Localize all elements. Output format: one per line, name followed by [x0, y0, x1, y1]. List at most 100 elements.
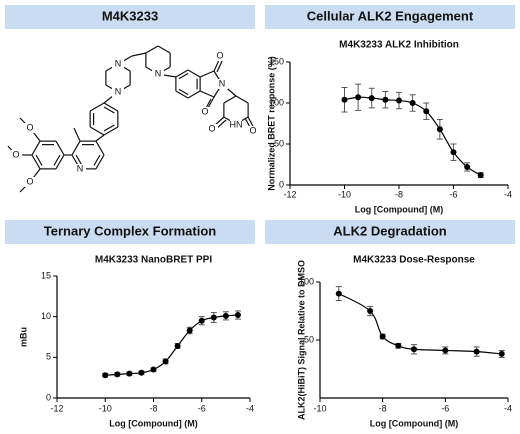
header-box — [5, 5, 255, 29]
atom-label: N — [115, 58, 122, 68]
bond — [103, 124, 115, 132]
y-tick-label: 10 — [41, 311, 51, 321]
bond — [199, 70, 215, 78]
atom-label: O — [208, 123, 215, 133]
x-tick-label: -10 — [338, 189, 351, 199]
bond — [103, 106, 115, 114]
y-tick-label: 50 — [274, 138, 284, 148]
atom-label: O — [12, 149, 19, 159]
y-axis-label: mBu — [18, 327, 28, 347]
fit-line — [105, 314, 238, 376]
y-axis-label: Normalized BRET response (%) — [266, 56, 276, 191]
bond — [223, 95, 237, 104]
atom-label: O — [249, 125, 256, 135]
data-point — [368, 95, 375, 102]
y-axis-label: ALK2(HiBiT) Signal Relative to DMSO — [296, 260, 306, 420]
x-tick-label: -12 — [50, 403, 63, 413]
data-point — [395, 342, 402, 349]
atom-bg — [216, 79, 228, 89]
data-point — [162, 358, 169, 365]
atom-label: HN — [230, 119, 243, 129]
chart-title: M4K3233 ALK2 Inhibition — [339, 40, 459, 51]
data-point — [367, 308, 374, 314]
bond — [53, 154, 61, 166]
header-box — [265, 220, 515, 244]
data-point — [396, 97, 402, 104]
data-point — [355, 94, 362, 101]
atom-bg — [112, 87, 124, 97]
data-point — [473, 348, 480, 355]
atom-bg — [24, 177, 36, 187]
bond — [199, 90, 215, 98]
x-axis-label: Log [Compound] (M) — [370, 418, 458, 428]
atom-label: O — [201, 106, 208, 116]
atom-bg — [24, 123, 36, 133]
data-point — [210, 314, 217, 321]
x-tick-label: -8 — [379, 403, 387, 413]
x-tick-label: -6 — [198, 403, 206, 413]
bond — [35, 154, 43, 166]
x-tick-label: -8 — [395, 189, 403, 199]
data-point — [222, 312, 229, 319]
x-tick-label: -6 — [441, 403, 449, 413]
bond — [145, 45, 159, 54]
data-point — [409, 100, 416, 106]
data-point — [423, 108, 430, 115]
bond — [157, 45, 171, 54]
data-point — [102, 372, 109, 379]
data-point — [464, 163, 471, 170]
bond — [95, 154, 105, 170]
bond — [178, 72, 189, 80]
bond — [95, 134, 105, 142]
atom-bg — [206, 124, 218, 134]
data-point — [382, 96, 389, 103]
y-tick-label: 0 — [279, 179, 284, 189]
bond — [216, 58, 224, 73]
bond — [235, 95, 249, 104]
data-point — [198, 317, 205, 324]
chart-header: ALK2 Degradation — [333, 223, 446, 238]
bond — [89, 102, 105, 112]
data-point — [335, 290, 342, 297]
chart-title: M4K3233 Dose-Response — [353, 255, 475, 266]
data-point — [442, 347, 449, 354]
fit-line — [338, 293, 502, 355]
chart: Cellular ALK2 Engagement M4K3233 ALK2 Inh… — [265, 5, 515, 214]
bond — [178, 88, 189, 96]
atom-label: O — [26, 176, 33, 186]
data-point — [477, 172, 484, 179]
x-axis-label: Log [Compound] (M) — [109, 418, 197, 428]
bond — [93, 154, 101, 166]
atom-bg — [247, 126, 259, 136]
data-point — [411, 346, 417, 353]
atom-label: O — [216, 50, 223, 60]
bond — [75, 154, 83, 166]
x-tick-label: -4 — [504, 189, 512, 199]
data-point — [174, 342, 181, 349]
atom-label: N — [155, 68, 162, 78]
bond — [55, 140, 65, 156]
data-point — [126, 370, 133, 377]
bond — [187, 90, 201, 99]
data-point — [379, 333, 386, 340]
x-tick-label: -6 — [449, 189, 457, 199]
y-tick-label: 0 — [46, 392, 51, 402]
chart: Ternary Complex Formation M4K3233 NanoBRE… — [5, 220, 255, 428]
header-box — [265, 5, 515, 29]
bond — [55, 154, 65, 170]
atom-bg — [214, 51, 226, 61]
bond — [89, 126, 105, 136]
x-tick-label: -10 — [99, 403, 112, 413]
chart: ALK2 Degradation M4K3233 Dose-Response 50 1… — [265, 220, 515, 428]
chart-header: Ternary Complex Formation — [44, 223, 216, 238]
y-tick-label: 150 — [269, 56, 284, 66]
header-box — [5, 220, 255, 244]
atom-bg — [230, 120, 242, 130]
data-point — [341, 96, 348, 103]
bond — [71, 140, 81, 156]
chart-title: M4K3233 NanoBRET PPI — [95, 255, 212, 266]
bond — [31, 140, 41, 156]
x-tick-label: -12 — [283, 189, 296, 199]
